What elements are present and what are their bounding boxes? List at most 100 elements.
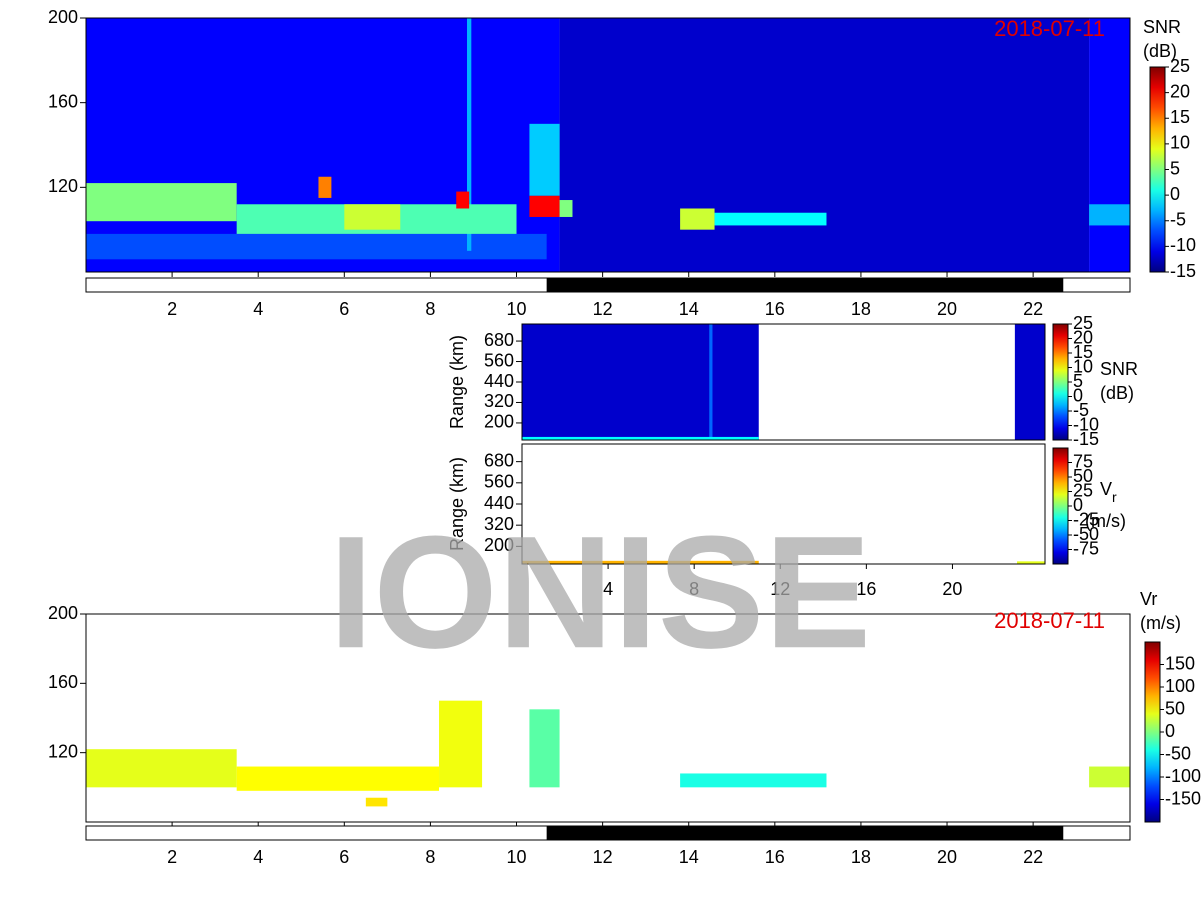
x-tick-label: 12 [593,847,613,867]
colorbar-tick-label: 20 [1170,81,1190,101]
x-tick-label: 4 [253,847,263,867]
colorbar-label: SNR [1100,359,1138,379]
colorbar-tick-label: 0 [1165,721,1175,741]
colorbar-tick-label: -50 [1073,524,1099,544]
y-tick-label: 160 [48,91,78,111]
y-tick-label: 320 [484,391,514,411]
heatmap-cell [529,709,560,788]
colorbar-tick-label: -150 [1165,788,1201,808]
x-tick-label: 18 [851,299,871,319]
colorbar-unit: (dB) [1143,41,1177,61]
colorbar [1144,641,1161,823]
x-tick-label: 12 [770,579,790,599]
heatmap-cell [236,766,440,791]
y-tick-label: 200 [484,412,514,432]
y-axis-label: Range (km) [447,457,467,551]
heatmap-cell [318,176,332,198]
colorbar-tick-label: 75 [1073,451,1093,471]
colorbar-tick-label: 15 [1073,342,1093,362]
colorbar-tick-label: 25 [1073,313,1093,333]
x-tick-label: 14 [679,847,699,867]
x-tick-label: 2 [167,299,177,319]
colorbar-tick-label: 10 [1073,356,1093,376]
colorbar-tick-label: -10 [1073,414,1099,434]
x-tick-label: 16 [765,299,785,319]
heatmap-cell [680,773,827,788]
colorbar-label-sub: r [1112,489,1117,505]
x-tick-label: 2 [167,847,177,867]
y-tick-label: 120 [48,741,78,761]
colorbar-label: SNR [1143,17,1181,37]
colorbar-tick-label: 50 [1073,466,1093,486]
colorbar-label: Vr [1100,479,1117,505]
x-tick-label: 20 [937,847,957,867]
colorbar-tick-label: 0 [1073,385,1083,405]
colorbar [1052,323,1069,441]
y-tick-label: 560 [484,472,514,492]
plot-area [522,560,1045,564]
heatmap-cell [86,233,547,260]
colorbar-tick-label: -15 [1170,261,1196,281]
colorbar-tick-label: 150 [1165,653,1195,673]
colorbar-tick-label: 10 [1170,133,1190,153]
x-tick-label: 4 [253,299,263,319]
plot-area [86,18,1130,272]
x-tick-label: 8 [689,579,699,599]
heatmap-cell [86,749,237,788]
y-tick-label: 680 [484,450,514,470]
plot-area [522,324,1045,440]
colorbar-unit: (m/s) [1140,613,1181,633]
night-bar [546,826,1064,840]
heatmap-cell [1089,18,1130,272]
x-tick-label: 12 [593,299,613,319]
x-tick-label: 10 [506,847,526,867]
x-tick-label: 10 [506,299,526,319]
x-tick-label: 6 [339,299,349,319]
heatmap-cell [439,700,483,788]
colorbar-tick-label: -15 [1073,429,1099,449]
colorbar-tick-label: 25 [1170,56,1190,76]
colorbar [1149,66,1166,273]
watermark: IONISE [329,502,871,681]
heatmap-cell [456,191,470,209]
heatmap-cell [559,18,1090,272]
colorbar [1052,447,1069,565]
heatmap-cell [559,200,573,217]
colorbar-tick-label: -5 [1170,210,1186,230]
plot-frame [85,613,1131,823]
heatmap-cell [529,195,560,217]
heatmap-cell [714,212,827,226]
heatmap-cell [1014,324,1045,440]
heatmap-cell [467,18,472,251]
heatmap-cell [1017,561,1045,564]
y-tick-label: 200 [484,535,514,555]
x-tick-label: 18 [851,847,871,867]
plot-area [86,700,1130,807]
colorbar-tick-label: -25 [1073,509,1099,529]
colorbar-unit: (m/s) [1085,511,1126,531]
colorbar-tick-label: 0 [1073,495,1083,515]
date-label: 2018-07-11 [994,608,1105,633]
x-tick-label: 4 [603,579,613,599]
colorbar-tick-label: 5 [1073,371,1083,391]
y-tick-label: 440 [484,493,514,513]
date-label: 2018-07-11 [994,16,1105,41]
colorbar-tick-label: -5 [1073,400,1089,420]
y-tick-label: 560 [484,350,514,370]
x-tick-label: 22 [1023,299,1043,319]
y-tick-label: 200 [48,7,78,27]
night-bar [546,278,1064,292]
colorbar-tick-label: -10 [1170,235,1196,255]
colorbar-tick-label: -75 [1073,538,1099,558]
y-axis-label: Range (km) [447,335,467,429]
heatmap-cell [1089,204,1130,226]
colorbar-tick-label: -100 [1165,766,1201,786]
colorbar-tick-label: 25 [1073,480,1093,500]
x-tick-label: 8 [425,847,435,867]
heatmap-cell [522,324,759,440]
heatmap-cell [529,123,560,196]
heatmap-cell [522,560,759,564]
y-tick-label: 440 [484,371,514,391]
colorbar-tick-label: -50 [1165,743,1191,763]
